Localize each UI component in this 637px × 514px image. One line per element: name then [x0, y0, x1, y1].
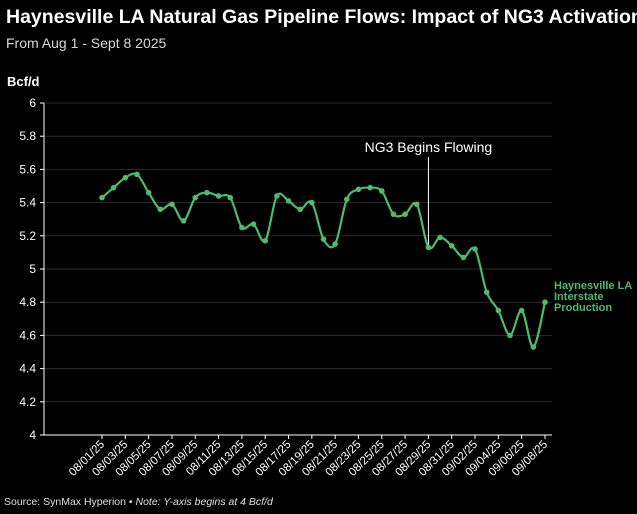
- data-point: [332, 241, 338, 247]
- data-point: [344, 196, 350, 203]
- series-label-line: Production: [554, 302, 612, 314]
- chart-title: Haynesville LA Natural Gas Pipeline Flow…: [6, 6, 637, 28]
- data-point: [169, 201, 175, 208]
- series-label-line: Haynesville LA: [554, 280, 632, 292]
- y-tick-label: 4.6: [19, 328, 36, 342]
- data-point: [437, 234, 443, 241]
- data-point: [413, 201, 420, 208]
- y-tick-label: 6: [29, 96, 36, 110]
- data-point: [285, 198, 292, 204]
- data-point: [390, 211, 397, 218]
- data-point: [495, 307, 502, 314]
- y-tick-label: 4: [29, 428, 36, 442]
- y-tick-label: 5.6: [19, 162, 36, 176]
- y-tick-label: 5.2: [19, 229, 36, 243]
- data-point: [518, 307, 525, 314]
- data-point: [145, 189, 152, 196]
- data-point: [250, 221, 257, 227]
- data-point: [157, 206, 164, 213]
- footer-separator: •: [125, 496, 136, 508]
- data-point: [425, 244, 432, 251]
- data-point: [227, 194, 234, 201]
- data-point: [309, 199, 315, 206]
- y-axis-label: Bcf/d: [7, 74, 40, 89]
- series-label-line: Interstate: [554, 291, 604, 303]
- y-tick-label: 4.2: [19, 395, 36, 409]
- data-point: [472, 246, 478, 252]
- y-axis-note: Note: Y-axis begins at 4 Bcf/d: [135, 496, 273, 508]
- data-point: [320, 236, 327, 242]
- y-tick-label: 5: [29, 262, 36, 276]
- data-point: [99, 194, 105, 201]
- x-axis-ticks: 08/01/2508/03/2508/05/2508/07/2508/09/25…: [67, 435, 550, 479]
- data-point: [110, 184, 117, 191]
- y-tick-label: 4.8: [19, 295, 36, 309]
- data-point: [122, 174, 129, 181]
- series-label: Haynesville LA Interstate Production: [554, 280, 632, 314]
- data-point: [204, 189, 210, 196]
- data-point: [262, 237, 269, 244]
- data-point: [274, 193, 280, 199]
- chart-subtitle: From Aug 1 - Sept 8 2025: [6, 35, 167, 51]
- series-line: [101, 172, 547, 349]
- data-point: [134, 171, 140, 178]
- data-point: [180, 218, 187, 224]
- y-tick-label: 4.4: [19, 362, 36, 376]
- data-point: [297, 206, 303, 213]
- y-tick-label: 5.4: [19, 196, 36, 210]
- data-point: [355, 186, 362, 193]
- data-point: [460, 254, 467, 261]
- data-point: [367, 184, 373, 191]
- series-group: Haynesville LA Interstate Production: [99, 171, 632, 350]
- annotation-label: NG3 Begins Flowing: [365, 139, 493, 155]
- source-credit: Source: SynMax Hyperion: [4, 496, 126, 508]
- data-point: [530, 344, 537, 350]
- footer: Source: SynMax Hyperion • Note: Y-axis b…: [4, 496, 273, 508]
- data-point: [239, 224, 245, 231]
- data-point: [192, 194, 199, 201]
- y-axis-ticks: 4 4.2 4.4 4.6 4.8 5 5.2 5.4 5.6 5.8 6: [19, 96, 44, 442]
- gridlines: [44, 102, 552, 403]
- data-point: [402, 211, 408, 218]
- data-point: [378, 188, 385, 194]
- annotation-group: NG3 Begins Flowing: [365, 139, 493, 246]
- data-point: [542, 299, 548, 306]
- data-point: [483, 289, 490, 296]
- y-tick-label: 5.8: [19, 129, 36, 143]
- data-point: [448, 242, 455, 249]
- data-point: [507, 332, 513, 339]
- data-point: [215, 193, 222, 199]
